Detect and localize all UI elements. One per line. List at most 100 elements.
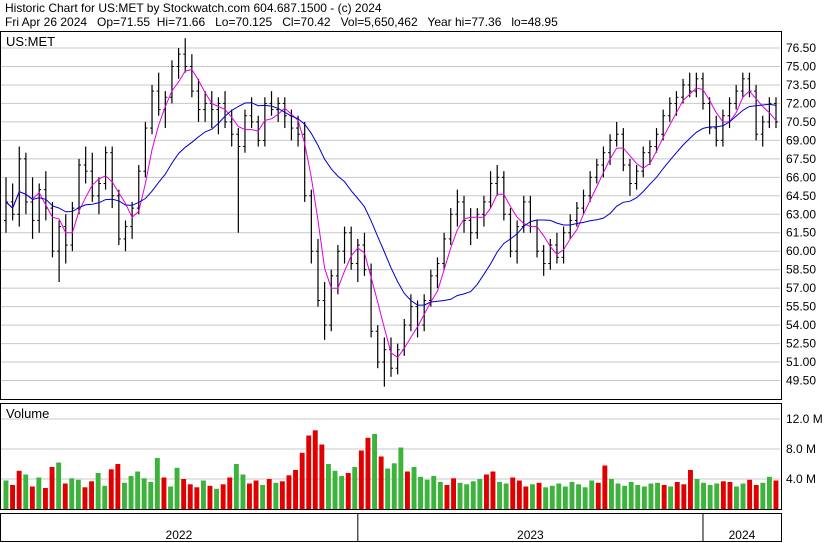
price-tick-label: 51.00 bbox=[786, 355, 816, 369]
volume-bar bbox=[201, 480, 206, 509]
volume-bar bbox=[339, 476, 345, 509]
price-bar bbox=[468, 208, 473, 246]
price-bar bbox=[448, 208, 453, 246]
price-bar bbox=[143, 121, 148, 178]
volume-bar bbox=[306, 435, 312, 509]
volume-bar bbox=[497, 482, 502, 509]
price-bar bbox=[435, 257, 440, 289]
volume-bar bbox=[503, 483, 509, 509]
price-tick-label: 70.50 bbox=[786, 115, 816, 129]
volume-bar bbox=[102, 485, 108, 510]
volume-bar bbox=[609, 479, 614, 509]
volume-bar bbox=[431, 476, 437, 509]
price-bar bbox=[561, 226, 566, 264]
volume-bar bbox=[365, 437, 371, 510]
volume-bar bbox=[457, 482, 463, 510]
volume-bar bbox=[615, 483, 621, 509]
volume-panel-title: Volume bbox=[6, 406, 49, 421]
volume-bar bbox=[688, 470, 693, 509]
volume-bar bbox=[286, 475, 292, 510]
volume-bar bbox=[674, 482, 680, 509]
price-bar bbox=[627, 158, 632, 196]
price-bar bbox=[322, 282, 327, 340]
volume-bar bbox=[372, 434, 377, 509]
volume-bar bbox=[207, 485, 213, 510]
volume-bar bbox=[214, 488, 219, 510]
price-bar bbox=[176, 48, 181, 79]
price-bar bbox=[309, 189, 314, 264]
volume-bar bbox=[168, 486, 173, 509]
price-bar bbox=[462, 195, 467, 233]
year-label: 2022 bbox=[166, 528, 193, 542]
time-axis-panel bbox=[0, 513, 782, 542]
price-bar bbox=[554, 232, 559, 264]
volume-bar bbox=[734, 486, 739, 509]
volume-bar bbox=[161, 477, 167, 509]
price-bar bbox=[130, 201, 135, 239]
price-bar bbox=[694, 72, 699, 98]
price-bar bbox=[57, 220, 62, 283]
volume-bar bbox=[10, 485, 15, 509]
volume-bar bbox=[530, 484, 535, 510]
price-tick-label: 64.50 bbox=[786, 189, 816, 203]
price-bar bbox=[700, 72, 705, 110]
volume-bar bbox=[648, 483, 654, 509]
price-bar bbox=[395, 343, 400, 375]
volume-bar bbox=[569, 482, 575, 509]
volume-bar bbox=[747, 479, 753, 510]
price-bar bbox=[442, 232, 447, 270]
price-bar bbox=[10, 183, 15, 221]
volume-bar bbox=[727, 482, 733, 509]
volume-bar bbox=[668, 486, 674, 509]
volume-tick-label: 4.0 M bbox=[786, 472, 816, 486]
volume-bar bbox=[194, 487, 200, 510]
volume-bar bbox=[378, 456, 384, 509]
price-bar bbox=[707, 97, 712, 135]
volume-bar bbox=[753, 485, 759, 509]
price-bar bbox=[90, 152, 95, 202]
volume-bar bbox=[681, 484, 687, 510]
volume-bar bbox=[23, 474, 29, 509]
price-bar bbox=[740, 72, 745, 98]
volume-bar bbox=[562, 486, 568, 509]
volume-bar bbox=[661, 485, 667, 509]
price-bar bbox=[103, 146, 108, 190]
price-bar bbox=[355, 238, 360, 283]
price-tick-label: 72.00 bbox=[786, 96, 816, 110]
volume-bar bbox=[411, 467, 417, 509]
price-bar bbox=[647, 140, 652, 166]
price-y-axis: 76.50 75.00 73.50 72.00 70.50 69.00 67.50 66.00… bbox=[786, 41, 816, 388]
price-bar bbox=[661, 109, 666, 141]
volume-bar bbox=[247, 483, 252, 509]
price-bar bbox=[203, 91, 208, 122]
price-tick-label: 52.50 bbox=[786, 337, 816, 351]
volume-bar bbox=[16, 470, 22, 510]
price-bar bbox=[614, 121, 619, 147]
price-bar bbox=[315, 238, 320, 307]
volume-bar bbox=[115, 464, 121, 509]
volume-bar bbox=[220, 484, 226, 510]
volume-bar bbox=[293, 470, 298, 509]
price-bar bbox=[774, 97, 778, 129]
volume-bar bbox=[536, 482, 542, 510]
price-tick-label: 63.00 bbox=[786, 207, 816, 221]
volume-bar bbox=[444, 485, 450, 509]
price-bar bbox=[594, 158, 599, 184]
volume-bar bbox=[418, 476, 423, 510]
price-bar bbox=[349, 226, 354, 270]
volume-bar bbox=[549, 485, 555, 510]
volume-bar bbox=[135, 471, 141, 509]
volume-bar bbox=[655, 482, 660, 510]
price-bar bbox=[428, 269, 433, 307]
price-bar bbox=[734, 84, 739, 110]
volume-bar bbox=[174, 467, 180, 510]
price-bar bbox=[63, 214, 68, 264]
price-bar bbox=[720, 109, 725, 147]
price-tick-label: 67.50 bbox=[786, 152, 816, 166]
price-bar bbox=[760, 115, 765, 147]
volume-bar bbox=[477, 479, 483, 509]
price-bar bbox=[83, 146, 88, 184]
price-bar bbox=[621, 128, 626, 172]
price-bar bbox=[50, 201, 55, 258]
price-bar bbox=[475, 208, 480, 239]
